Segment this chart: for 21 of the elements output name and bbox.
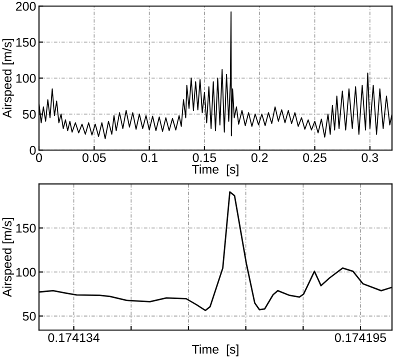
y-tick-label: 100 xyxy=(16,74,36,83)
x-tick-label: 0.2 xyxy=(251,153,268,162)
x-tick-label: 0.3 xyxy=(362,153,378,162)
y-tick-label: 50 xyxy=(22,110,36,119)
y-axis-title: Airspeed [m/s] xyxy=(2,39,14,118)
x-tick-label: 0.25 xyxy=(303,153,326,162)
y-axis-title: Airspeed [m/s] xyxy=(2,218,14,297)
x-axis-title: Time [s] xyxy=(192,344,238,356)
y-tick-label: 100 xyxy=(16,268,36,277)
y-tick-label: 200 xyxy=(16,2,36,11)
x-tick-label: 0.05 xyxy=(82,153,106,162)
y-tick-label: 150 xyxy=(16,38,36,47)
y-tick-label: 0 xyxy=(30,146,36,155)
y-tick-label: 150 xyxy=(16,224,36,233)
x-axis-title: Time [s] xyxy=(192,164,238,176)
x-tick-label: 0.1 xyxy=(141,153,158,162)
x-tick-label: 0.174195 xyxy=(334,333,386,342)
x-tick-label: 0.15 xyxy=(192,153,216,162)
x-tick-label: 0.174134 xyxy=(48,333,100,342)
y-tick-label: 50 xyxy=(22,312,36,321)
x-tick-label: 0 xyxy=(36,153,42,162)
